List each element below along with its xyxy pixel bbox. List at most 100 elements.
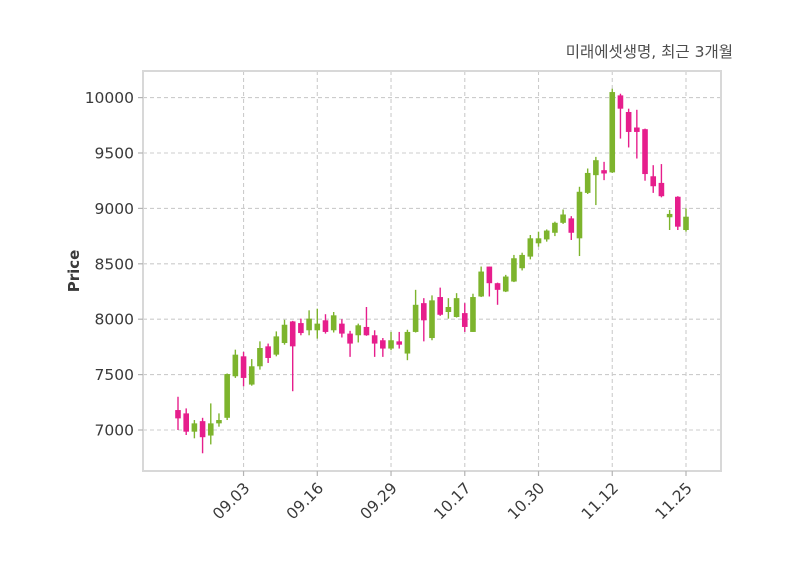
candle	[240, 351, 247, 387]
plot-area	[143, 71, 721, 471]
candle	[593, 156, 599, 206]
candle-body-up	[453, 298, 460, 317]
candle	[207, 403, 214, 445]
candle	[380, 338, 386, 357]
candle-body-up	[388, 340, 394, 349]
candle-body-down	[650, 176, 657, 187]
chart-title: 미래에셋생명, 최근 3개월	[566, 43, 733, 61]
y-tick-label: 10000	[85, 89, 134, 107]
candle	[265, 343, 271, 363]
candle-body-down	[199, 421, 206, 438]
candle-body-up	[593, 160, 599, 176]
candle-body-down	[437, 297, 443, 315]
candle	[486, 266, 493, 297]
candle	[445, 298, 452, 319]
candle-body-down	[347, 333, 353, 344]
y-axis-label: Price	[65, 250, 83, 293]
candle	[666, 210, 673, 231]
candle-body-up	[543, 230, 550, 240]
candle	[412, 289, 419, 333]
candle-body-up	[216, 420, 222, 424]
candle-body-up	[502, 276, 509, 292]
candle-body-up	[314, 323, 321, 331]
candle-body-down	[265, 346, 271, 358]
candle	[257, 341, 263, 370]
candle-body-up	[273, 336, 280, 355]
candle	[396, 331, 403, 349]
candle-body-down	[371, 335, 378, 344]
candle	[461, 303, 468, 332]
candle	[404, 329, 411, 361]
x-tick-label: 09.29	[357, 479, 401, 523]
candle	[339, 319, 345, 338]
candle-body-down	[421, 303, 427, 321]
plot-border	[142, 70, 722, 472]
candle-body-up	[511, 258, 517, 282]
candle	[552, 221, 558, 237]
candle	[494, 282, 501, 305]
candle-body-down	[642, 129, 648, 175]
candle	[658, 164, 665, 198]
candle-body-up	[306, 318, 312, 331]
candle-body-down	[494, 283, 501, 290]
candle	[683, 208, 689, 232]
candle-body-down	[568, 218, 575, 233]
candle	[519, 252, 525, 271]
x-tick-label: 10.30	[504, 479, 548, 523]
candle	[224, 373, 230, 421]
candle-body-down	[625, 111, 632, 132]
candle	[609, 88, 616, 173]
candle-body-down	[322, 320, 329, 332]
candle	[273, 331, 280, 357]
candle-body-down	[175, 410, 181, 419]
candle	[617, 93, 624, 139]
x-tick-label: 09.03	[209, 479, 253, 523]
candle-body-up	[609, 92, 616, 173]
candle-body-down	[601, 170, 607, 174]
candle-body-down	[617, 95, 624, 109]
candle	[191, 420, 198, 439]
candle-body-up	[683, 216, 689, 231]
candle-body-up	[404, 331, 411, 354]
candle	[650, 165, 657, 193]
candle	[232, 349, 239, 378]
candle-body-up	[191, 423, 198, 432]
candle	[453, 293, 460, 318]
candle	[502, 274, 509, 293]
candle-body-up	[429, 300, 435, 339]
candle	[584, 168, 591, 194]
candle	[175, 396, 181, 431]
candle-body-down	[380, 340, 386, 349]
candle	[568, 216, 575, 240]
candle-body-up	[552, 222, 558, 233]
candle-series	[175, 88, 689, 454]
candle-body-up	[281, 324, 288, 344]
candle	[511, 254, 517, 283]
candle-body-down	[339, 323, 345, 334]
candle	[183, 408, 189, 435]
candle-body-up	[584, 172, 591, 193]
candle-body-down	[675, 196, 681, 227]
candle-body-up	[257, 348, 263, 367]
candle	[535, 231, 542, 247]
candle	[470, 293, 476, 332]
candle-body-up	[412, 304, 419, 332]
candle-body-up	[355, 325, 362, 336]
candle-body-up	[519, 254, 525, 269]
y-tick-label: 9500	[95, 144, 134, 162]
candle	[675, 196, 681, 231]
y-tick-label: 7500	[95, 366, 134, 384]
x-tick-label: 11.25	[652, 479, 696, 523]
candle	[429, 295, 435, 341]
candle-body-down	[396, 341, 403, 345]
candle-body-up	[666, 213, 673, 218]
candle-body-down	[461, 313, 468, 327]
candle	[625, 108, 632, 148]
candle	[371, 330, 378, 357]
candle-body-up	[232, 354, 239, 377]
candle-body-down	[486, 266, 493, 284]
candle	[642, 128, 648, 181]
candle-body-up	[560, 214, 566, 223]
candle	[199, 417, 206, 454]
